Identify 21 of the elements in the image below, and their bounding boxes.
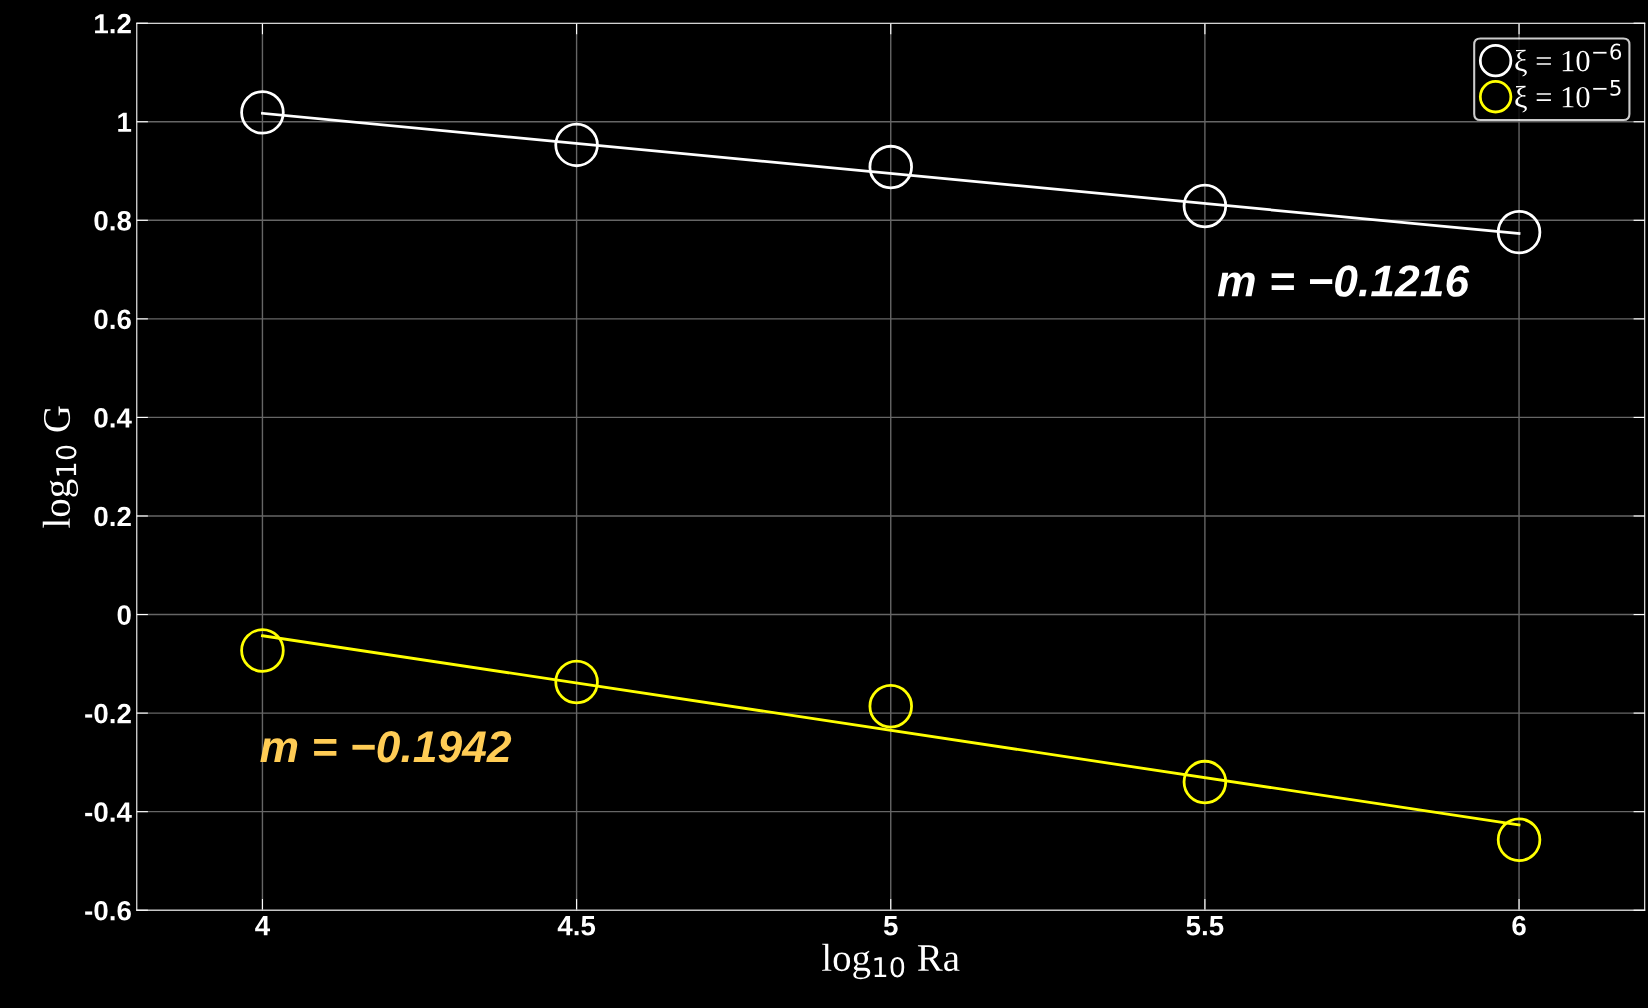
annotation: m = −0.1942 <box>260 731 512 763</box>
y-tick-label: -0.2 <box>85 703 131 724</box>
y-tick-label: -0.6 <box>85 900 131 921</box>
annotation: m = −0.1216 <box>1217 265 1470 297</box>
x-tick-label: 5.5 <box>1186 916 1224 936</box>
x-tick-label: 6 <box>1512 915 1526 936</box>
y-tick-label: 0.6 <box>94 309 131 330</box>
legend-label: ξ = 10$^{−6}$ <box>1515 43 1622 77</box>
x-tick-label: 5 <box>883 916 898 936</box>
x-tick-label: 4.5 <box>557 916 596 936</box>
y-tick-label: 1.2 <box>95 13 131 34</box>
y-tick-label: -0.4 <box>85 802 132 822</box>
y-tick-label: 1 <box>118 112 132 132</box>
y-tick-label: 0 <box>117 605 131 625</box>
x-axis-title: log$_{10}$ Ra <box>822 943 960 980</box>
legend-label: ξ = 10$^{−5}$ <box>1515 79 1621 113</box>
y-tick-label: 0.8 <box>94 210 132 231</box>
y-tick-label: 0.2 <box>94 506 131 527</box>
y-axis-title: log$_{10}$ G <box>42 406 79 528</box>
x-tick-label: 4 <box>255 916 271 936</box>
y-tick-label: 0.4 <box>94 408 132 428</box>
